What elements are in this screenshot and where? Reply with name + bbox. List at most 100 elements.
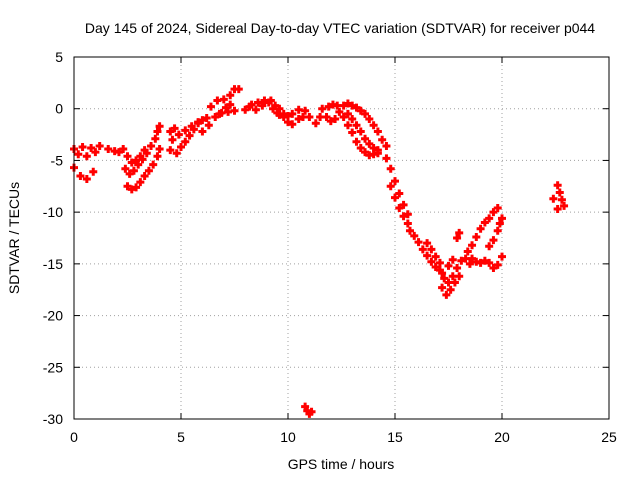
x-tick-label: 25	[601, 429, 617, 445]
data-point	[560, 201, 569, 210]
data-point	[258, 101, 267, 110]
data-point	[174, 130, 183, 139]
data-point	[301, 106, 310, 115]
data-point	[555, 188, 564, 197]
data-point	[446, 285, 455, 294]
data-point	[356, 106, 365, 115]
data-points	[70, 85, 569, 418]
data-point	[166, 146, 175, 155]
data-point	[119, 145, 128, 154]
data-point	[468, 241, 477, 250]
data-point	[170, 124, 179, 133]
data-point	[76, 171, 85, 180]
data-point	[369, 121, 378, 130]
data-point	[455, 228, 464, 237]
data-point	[198, 116, 207, 125]
data-point	[127, 185, 136, 194]
data-point	[204, 121, 213, 130]
data-point	[177, 142, 185, 151]
data-point	[273, 108, 282, 117]
data-point	[121, 164, 130, 173]
data-point	[373, 127, 382, 136]
data-point	[356, 127, 365, 136]
data-point	[89, 167, 98, 176]
data-point	[166, 127, 175, 136]
data-point	[123, 152, 132, 161]
data-point	[241, 105, 250, 114]
data-point	[418, 245, 427, 254]
data-point	[348, 128, 357, 137]
data-point	[219, 95, 228, 104]
data-point	[322, 112, 331, 121]
data-point	[489, 263, 498, 272]
data-point	[343, 99, 352, 108]
data-point	[476, 224, 485, 233]
data-point	[87, 144, 96, 153]
data-point	[386, 164, 395, 173]
data-point	[405, 226, 414, 235]
data-point	[493, 260, 502, 269]
data-point	[138, 155, 147, 164]
data-point	[147, 141, 156, 150]
data-point	[185, 131, 194, 140]
data-point	[288, 120, 297, 129]
data-point	[399, 200, 408, 209]
data-point	[382, 141, 391, 150]
axis-ticks: 0 5 10 15 20 25 5 0 -5 -10 -15 -20 -25 -30	[43, 49, 617, 445]
data-point	[468, 254, 477, 263]
data-point	[427, 245, 436, 254]
chart-title: Day 145 of 2024, Sidereal Day-to-day VTE…	[85, 20, 595, 36]
data-point	[485, 258, 494, 267]
data-point	[127, 158, 136, 167]
data-point	[181, 137, 190, 146]
data-point	[403, 219, 412, 228]
data-point	[495, 219, 504, 228]
data-point	[194, 118, 203, 127]
y-tick-label: -25	[43, 359, 63, 375]
data-point	[365, 139, 374, 148]
data-point	[440, 274, 449, 283]
data-point	[485, 214, 494, 223]
data-point	[91, 148, 100, 157]
y-tick-label: -5	[51, 152, 64, 168]
data-point	[465, 259, 474, 268]
data-point	[395, 189, 404, 198]
data-point	[134, 160, 143, 169]
data-point	[343, 121, 352, 130]
data-point	[403, 210, 412, 219]
x-axis-label: GPS time / hours	[288, 456, 395, 472]
data-point	[339, 101, 348, 110]
data-point	[140, 171, 149, 180]
data-point	[444, 261, 453, 270]
x-tick-label: 10	[280, 429, 296, 445]
plot-frame	[73, 56, 610, 420]
data-point	[485, 242, 494, 251]
y-tick-label: 5	[55, 49, 63, 65]
data-point	[391, 177, 399, 186]
data-point	[168, 135, 177, 144]
data-point	[553, 181, 562, 190]
data-point	[206, 102, 215, 111]
data-point	[294, 115, 303, 124]
data-point	[410, 231, 419, 240]
y-tick-label: -30	[43, 411, 63, 427]
data-point	[74, 150, 83, 159]
data-point	[361, 134, 370, 143]
data-point	[234, 85, 243, 94]
data-point	[279, 112, 288, 121]
data-point	[431, 252, 440, 261]
data-point	[288, 109, 297, 118]
data-point	[311, 119, 320, 128]
data-point	[361, 109, 370, 118]
data-point	[352, 121, 361, 130]
y-axis-label: SDTVAR / TECUs	[6, 182, 22, 294]
data-point	[305, 112, 314, 121]
data-point	[427, 257, 436, 266]
data-point	[335, 107, 344, 116]
data-point	[493, 204, 502, 213]
x-tick-label: 0	[70, 429, 78, 445]
data-point	[151, 134, 160, 143]
data-point	[230, 106, 239, 115]
data-point	[356, 144, 365, 153]
